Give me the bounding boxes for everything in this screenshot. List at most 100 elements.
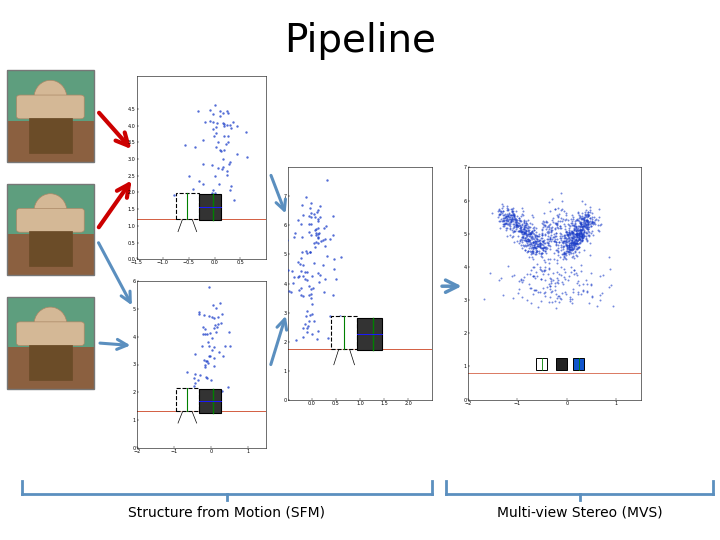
Point bbox=[563, 248, 575, 256]
Point bbox=[321, 252, 333, 261]
Point bbox=[522, 230, 534, 239]
Point bbox=[528, 272, 539, 281]
Point bbox=[500, 226, 512, 234]
Point bbox=[528, 271, 539, 280]
Point bbox=[549, 279, 561, 287]
Point bbox=[179, 201, 191, 210]
Point bbox=[501, 210, 513, 219]
Point bbox=[516, 234, 527, 243]
Point bbox=[505, 225, 516, 233]
Point bbox=[207, 189, 218, 198]
Point bbox=[573, 229, 585, 238]
Point bbox=[305, 199, 317, 207]
Point bbox=[549, 232, 561, 240]
Point bbox=[586, 291, 598, 300]
Point bbox=[320, 235, 331, 244]
Point bbox=[571, 239, 582, 247]
Point bbox=[559, 222, 571, 231]
Point bbox=[542, 254, 554, 263]
Point bbox=[560, 214, 572, 223]
Point bbox=[567, 299, 578, 307]
Point bbox=[576, 212, 588, 220]
Point bbox=[593, 205, 605, 213]
Point bbox=[544, 235, 556, 244]
Point bbox=[588, 220, 599, 229]
Point bbox=[575, 228, 587, 237]
Point bbox=[555, 206, 567, 215]
Point bbox=[575, 225, 586, 234]
Point bbox=[523, 234, 534, 243]
Point bbox=[575, 227, 587, 236]
Point bbox=[575, 226, 586, 235]
Point bbox=[199, 325, 211, 333]
Point bbox=[531, 259, 543, 268]
Point bbox=[584, 220, 595, 228]
Point bbox=[310, 242, 321, 251]
Point bbox=[551, 273, 562, 282]
Point bbox=[574, 218, 585, 226]
Point bbox=[570, 239, 582, 247]
Point bbox=[181, 204, 193, 213]
Point bbox=[212, 323, 223, 332]
Point bbox=[575, 267, 587, 275]
Point bbox=[567, 285, 579, 294]
Point bbox=[556, 197, 567, 205]
Point bbox=[297, 211, 308, 219]
Point bbox=[241, 153, 253, 161]
Point bbox=[567, 227, 579, 236]
Point bbox=[554, 232, 566, 240]
Point bbox=[544, 198, 555, 206]
Point bbox=[568, 241, 580, 250]
Point bbox=[207, 204, 218, 213]
Point bbox=[505, 214, 517, 223]
Point bbox=[557, 249, 568, 258]
Point bbox=[214, 146, 225, 154]
Point bbox=[571, 229, 582, 238]
Point bbox=[526, 228, 537, 237]
Point bbox=[508, 211, 519, 220]
Point bbox=[328, 265, 340, 273]
Point bbox=[208, 314, 220, 322]
Point bbox=[528, 226, 540, 234]
Point bbox=[207, 125, 219, 133]
Point bbox=[603, 282, 615, 291]
Point bbox=[204, 352, 216, 360]
Point bbox=[567, 246, 578, 255]
Point bbox=[572, 271, 583, 279]
Point bbox=[543, 264, 554, 272]
Point bbox=[574, 219, 585, 227]
Point bbox=[500, 223, 512, 232]
Point bbox=[573, 211, 585, 219]
Point bbox=[562, 237, 574, 246]
Point bbox=[523, 237, 534, 245]
Point bbox=[570, 225, 581, 234]
Point bbox=[199, 118, 211, 127]
Point bbox=[192, 390, 203, 399]
Point bbox=[528, 240, 540, 249]
Point bbox=[532, 237, 544, 245]
Point bbox=[579, 221, 590, 230]
Point bbox=[511, 237, 523, 245]
Point bbox=[579, 213, 590, 221]
Point bbox=[580, 227, 591, 236]
Point bbox=[304, 316, 315, 325]
Point bbox=[539, 258, 550, 266]
Point bbox=[566, 241, 577, 249]
Point bbox=[536, 234, 548, 242]
Point bbox=[540, 230, 552, 238]
Point bbox=[573, 222, 585, 231]
Point bbox=[554, 238, 565, 246]
Point bbox=[594, 291, 606, 299]
Point bbox=[514, 215, 526, 224]
Point bbox=[531, 242, 543, 251]
Point bbox=[508, 213, 520, 221]
Point bbox=[580, 221, 592, 230]
Point bbox=[569, 217, 580, 225]
Point bbox=[508, 211, 520, 219]
FancyBboxPatch shape bbox=[199, 389, 221, 413]
Point bbox=[561, 230, 572, 238]
Point bbox=[534, 243, 546, 252]
Point bbox=[550, 228, 562, 237]
Point bbox=[519, 220, 531, 229]
Point bbox=[598, 271, 609, 280]
